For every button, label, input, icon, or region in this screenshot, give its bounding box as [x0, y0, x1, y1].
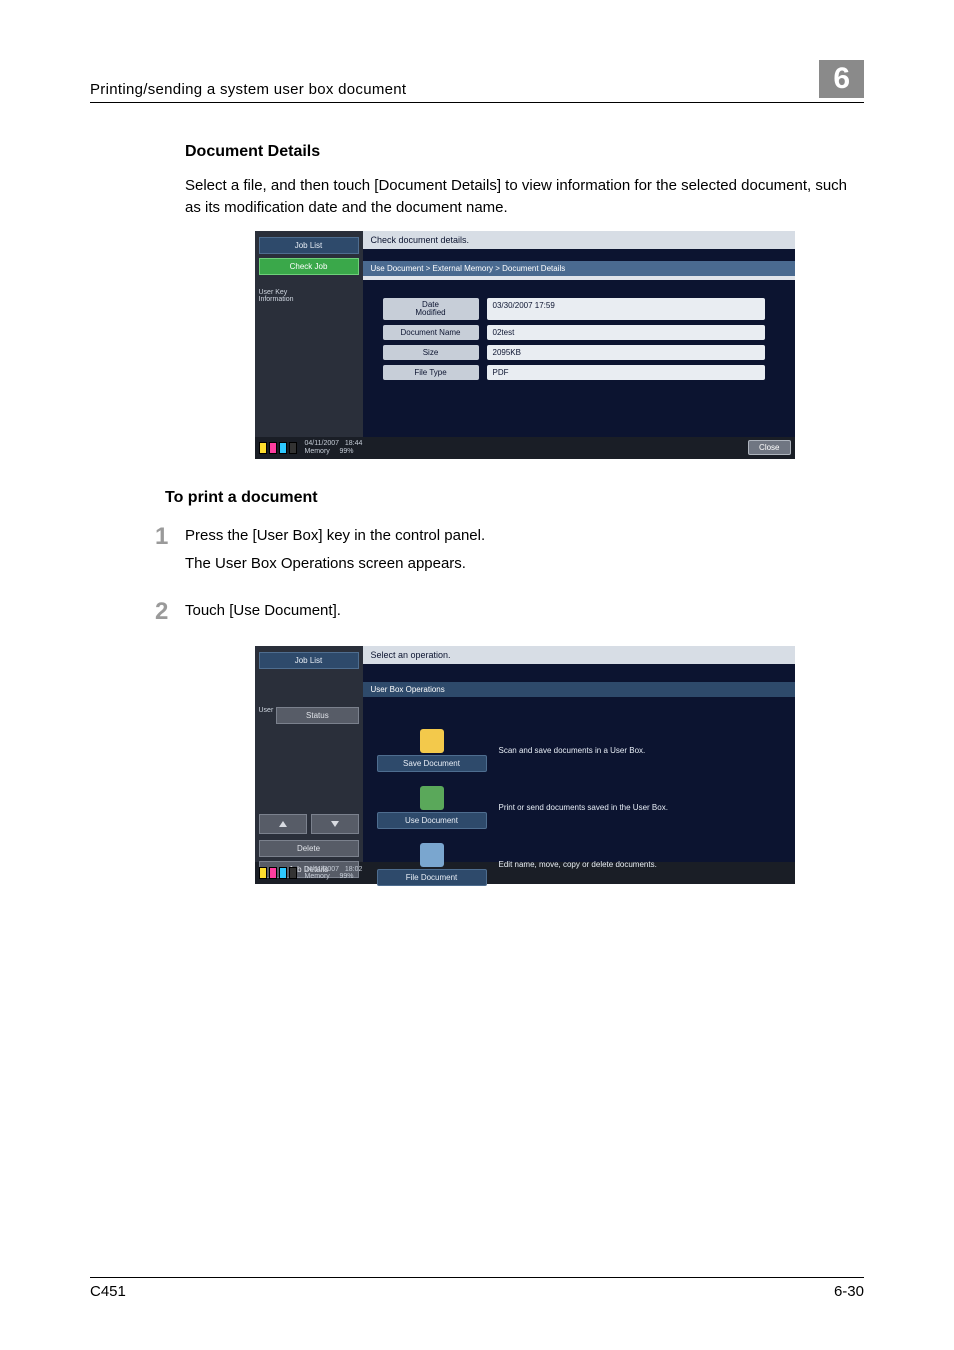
- operation-button[interactable]: Use Document: [377, 812, 487, 829]
- step: 2Touch [Use Document].: [185, 600, 864, 629]
- page-footer: C451 6-30: [90, 1277, 864, 1300]
- operation-row: File Document Edit name, move, copy or de…: [377, 843, 781, 886]
- step-body: Press the [User Box] key in the control …: [185, 525, 485, 582]
- job-list-tab[interactable]: Job List: [259, 237, 359, 254]
- breadcrumb: Use Document > External Memory > Documen…: [363, 261, 795, 276]
- check-job-tab[interactable]: Check Job: [259, 258, 359, 275]
- operation-icon: [420, 786, 444, 810]
- operation-desc: Print or send documents saved in the Use…: [499, 803, 668, 812]
- chapter-number: 6: [819, 60, 864, 98]
- step: 1Press the [User Box] key in the control…: [185, 525, 864, 582]
- detail-value: 03/30/2007 17:59: [487, 298, 765, 321]
- memory-value: 99%: [340, 448, 354, 455]
- operation-row: Use Document Print or send documents save…: [377, 786, 781, 829]
- detail-value: PDF: [487, 365, 765, 380]
- detail-key: Size: [383, 345, 479, 360]
- detail-key: Date Modified: [383, 298, 479, 321]
- step-number: 2: [155, 600, 185, 629]
- toner-k-icon: [289, 867, 297, 879]
- step-line: Press the [User Box] key in the control …: [185, 525, 485, 548]
- toner-levels: [259, 442, 297, 454]
- toner-c-icon: [279, 442, 287, 454]
- user-label: User: [259, 707, 274, 724]
- toner-m-icon: [269, 867, 277, 879]
- subsection-title: To print a document: [165, 489, 864, 507]
- instruction-bar-2: Select an operation.: [363, 646, 795, 664]
- status-button[interactable]: Status: [276, 707, 358, 724]
- toner-y-icon: [259, 442, 267, 454]
- detail-row: Size 2095KB: [383, 345, 765, 360]
- close-button[interactable]: Close: [748, 440, 790, 455]
- operation-icon: [420, 729, 444, 753]
- step-number: 1: [155, 525, 185, 582]
- memory-value-2: 99%: [340, 873, 354, 880]
- user-key-info-label: User Key Information: [259, 289, 359, 304]
- toner-levels-2: [259, 867, 297, 879]
- footer-model: C451: [90, 1283, 126, 1300]
- intro-paragraph: Select a file, and then touch [Document …: [185, 175, 864, 219]
- document-details-screenshot: Job List Check Job User Key Information …: [255, 231, 795, 459]
- toner-k-icon: [289, 442, 297, 454]
- status-time: 18:44: [345, 440, 363, 447]
- detail-key: File Type: [383, 365, 479, 380]
- user-box-ops-screenshot: Job List User Status Delete Job Details …: [255, 646, 795, 884]
- page-header: Printing/sending a system user box docum…: [90, 60, 864, 103]
- delete-button[interactable]: Delete: [259, 840, 359, 857]
- status-time-2: 18:02: [345, 866, 363, 873]
- step-body: Touch [Use Document].: [185, 600, 341, 629]
- toner-y-icon: [259, 867, 267, 879]
- step-line: The User Box Operations screen appears.: [185, 553, 485, 576]
- operation-desc: Edit name, move, copy or delete document…: [499, 860, 657, 869]
- memory-label: Memory: [305, 448, 330, 455]
- footer-page: 6-30: [834, 1283, 864, 1300]
- ops-title: User Box Operations: [363, 682, 795, 697]
- toner-c-icon: [279, 867, 287, 879]
- up-arrow-button[interactable]: [259, 814, 307, 834]
- header-title: Printing/sending a system user box docum…: [90, 81, 406, 98]
- toner-m-icon: [269, 442, 277, 454]
- operation-row: Save Document Scan and save documents in …: [377, 729, 781, 772]
- detail-value: 02test: [487, 325, 765, 340]
- detail-row: Document Name 02test: [383, 325, 765, 340]
- operation-button[interactable]: Save Document: [377, 755, 487, 772]
- section-title: Document Details: [185, 143, 864, 161]
- detail-row: File Type PDF: [383, 365, 765, 380]
- operation-desc: Scan and save documents in a User Box.: [499, 746, 646, 755]
- memory-label-2: Memory: [305, 873, 330, 880]
- operation-icon: [420, 843, 444, 867]
- detail-key: Document Name: [383, 325, 479, 340]
- step-line: Touch [Use Document].: [185, 600, 341, 623]
- detail-value: 2095KB: [487, 345, 765, 360]
- status-bar: 04/11/2007 18:44 Memory 99% Close: [255, 437, 795, 459]
- down-arrow-button[interactable]: [311, 814, 359, 834]
- job-list-tab-2[interactable]: Job List: [259, 652, 359, 669]
- operation-button[interactable]: File Document: [377, 869, 487, 886]
- status-date: 04/11/2007: [305, 440, 340, 447]
- status-date-2: 04/11/2007: [305, 866, 340, 873]
- instruction-bar: Check document details.: [363, 231, 795, 249]
- detail-row: Date Modified 03/30/2007 17:59: [383, 298, 765, 321]
